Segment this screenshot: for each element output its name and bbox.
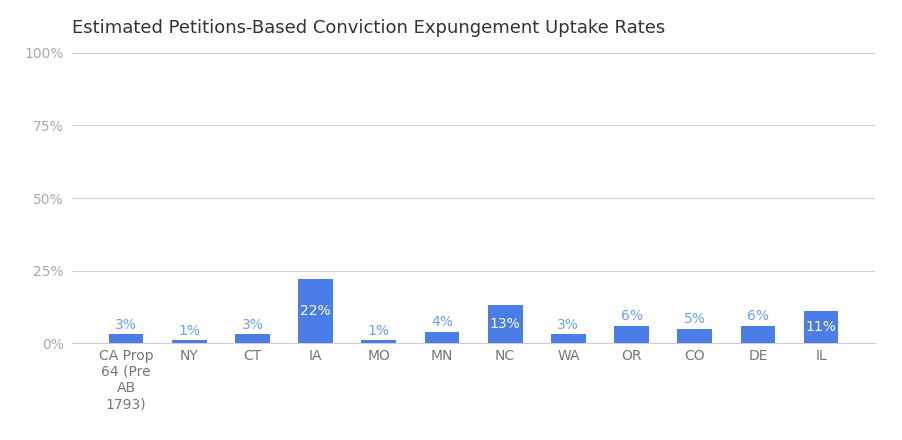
Text: 3%: 3%: [115, 318, 137, 332]
Bar: [108, 334, 143, 343]
Bar: [488, 305, 522, 343]
Bar: [172, 340, 207, 343]
Text: 3%: 3%: [242, 318, 263, 332]
Bar: [677, 329, 712, 343]
Text: 5%: 5%: [684, 312, 705, 326]
Bar: [299, 279, 333, 343]
Bar: [804, 311, 839, 343]
Text: 6%: 6%: [621, 309, 642, 323]
Text: 4%: 4%: [431, 315, 453, 329]
Text: Estimated Petitions-Based Conviction Expungement Uptake Rates: Estimated Petitions-Based Conviction Exp…: [72, 19, 666, 37]
Text: 13%: 13%: [490, 317, 520, 331]
Bar: [362, 340, 396, 343]
Bar: [235, 334, 270, 343]
Bar: [551, 334, 585, 343]
Bar: [614, 326, 649, 343]
Text: 11%: 11%: [805, 320, 836, 334]
Bar: [741, 326, 775, 343]
Text: 1%: 1%: [368, 324, 390, 338]
Bar: [425, 332, 459, 343]
Text: 6%: 6%: [747, 309, 769, 323]
Text: 1%: 1%: [179, 324, 200, 338]
Text: 3%: 3%: [557, 318, 579, 332]
Text: 22%: 22%: [300, 304, 331, 318]
